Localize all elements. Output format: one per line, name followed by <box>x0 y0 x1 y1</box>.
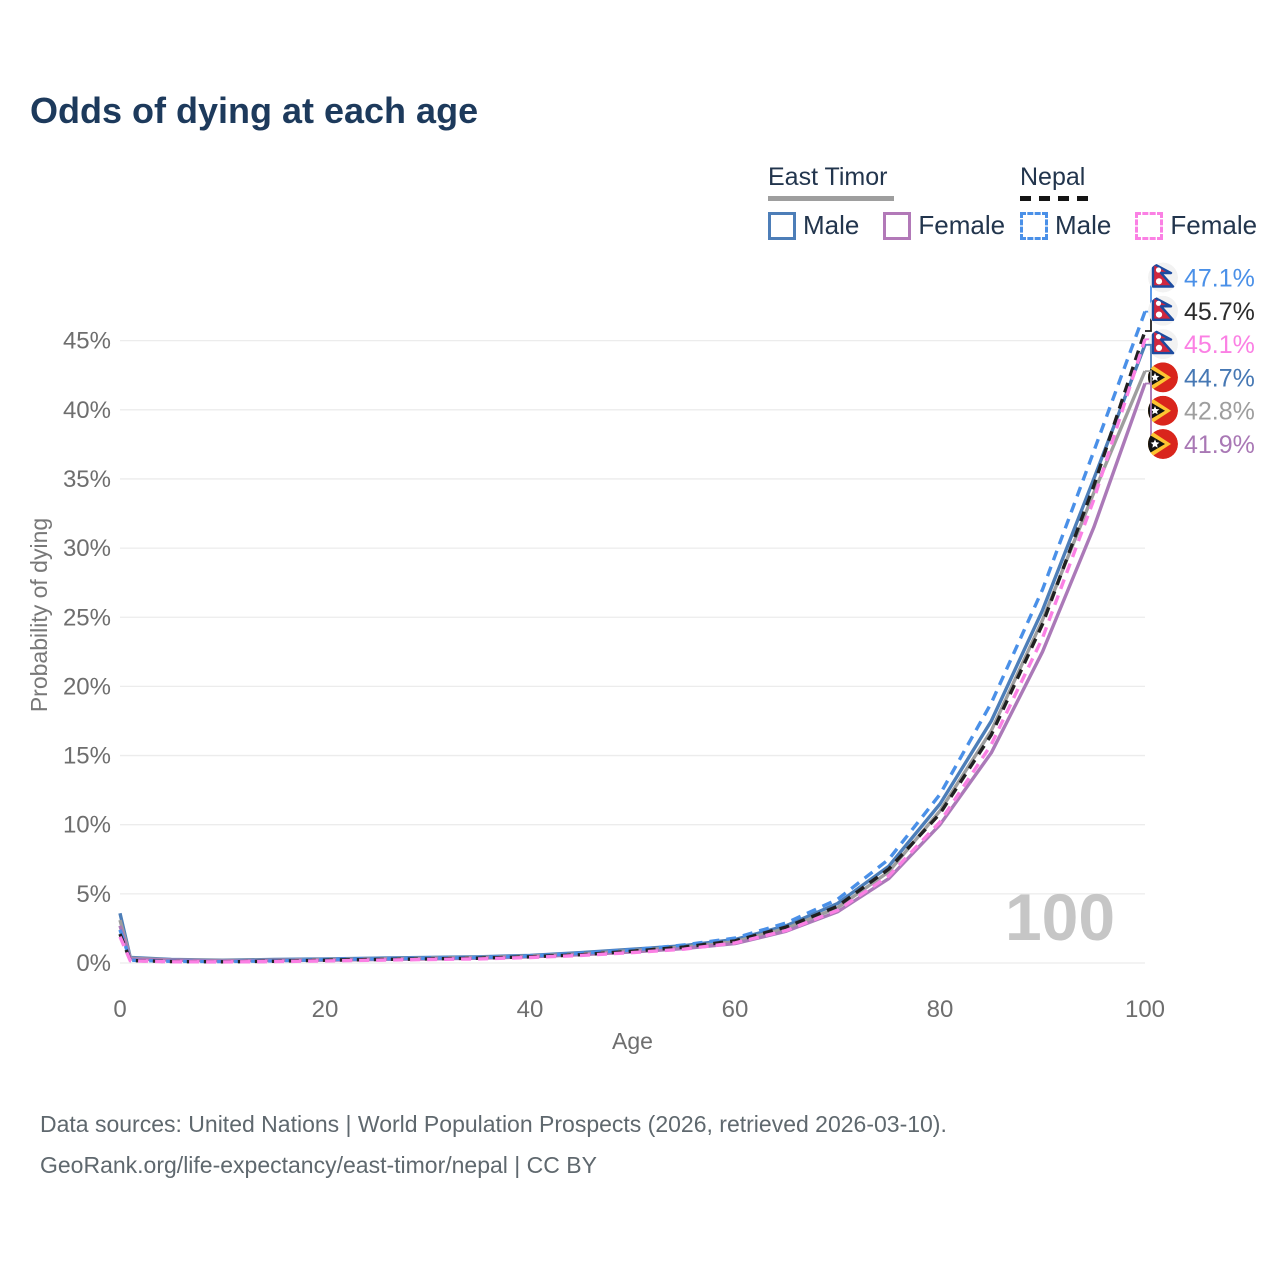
end-value-label-east-timor-male: 44.7% <box>1184 364 1255 392</box>
legend-heading-nepal: Nepal <box>1020 163 1086 191</box>
footer: Data sources: United Nations | World Pop… <box>40 1104 947 1186</box>
nepal-flag-icon <box>1148 329 1178 360</box>
end-value-label-east-timor-female: 41.9% <box>1184 431 1255 459</box>
nepal-sun <box>1155 344 1163 351</box>
legend-line-sample-solid <box>768 196 894 201</box>
legend-label: Female <box>918 210 1006 240</box>
end-value-label-east-timor-both: 42.8% <box>1184 398 1255 426</box>
white-star <box>1150 372 1160 382</box>
nepal-moon <box>1155 267 1162 273</box>
east-timor-flag-icon <box>1148 362 1178 393</box>
y-tick-label: 45% <box>63 328 111 355</box>
nepal-flag-icon <box>1148 295 1178 326</box>
legend-item-nepal-male[interactable]: Male <box>1020 210 1111 241</box>
legend-heading-east-timor: East Timor <box>768 163 888 191</box>
series-line-nepal-both[interactable] <box>118 330 1147 964</box>
data-sources-line: Data sources: United Nations | World Pop… <box>40 1111 947 1137</box>
y-tick-label: 25% <box>63 604 111 631</box>
y-tick-label: 40% <box>63 397 111 424</box>
series-line-east-timor-male[interactable] <box>118 344 1147 962</box>
checkbox-east-timor-female[interactable] <box>883 211 912 240</box>
x-tick-label: 100 <box>1125 996 1165 1023</box>
y-tick-label: 5% <box>76 881 111 908</box>
x-tick-label: 60 <box>722 996 749 1023</box>
series-line-east-timor-female[interactable] <box>118 382 1147 963</box>
line-chart: 0% 5% 10% 15% 20% 25% 30% 35% 40% 45% 0 20 40 60 80 100… <box>26 262 1255 1054</box>
x-axis-title: Age <box>612 1028 653 1054</box>
nepal-sun <box>1155 311 1163 318</box>
x-tick-label: 20 <box>312 996 339 1023</box>
nepal-flag-icon <box>1148 262 1178 293</box>
x-tick-label: 80 <box>927 996 954 1023</box>
east-timor-flag-icon <box>1148 395 1178 426</box>
legend-line-sample-dashed <box>1020 196 1094 201</box>
white-star <box>1150 406 1160 415</box>
x-tick-label: 40 <box>517 996 544 1023</box>
legend-item-nepal-female[interactable]: Female <box>1135 210 1257 241</box>
checkbox-nepal-female[interactable] <box>1135 211 1164 240</box>
y-tick-label: 35% <box>63 466 111 493</box>
watermark-age-100: 100 <box>1005 880 1115 954</box>
legend-label: Female <box>1170 210 1258 240</box>
y-tick-label: 0% <box>76 950 111 977</box>
attribution-line: GeoRank.org/life-expectancy/east-timor/n… <box>40 1152 597 1178</box>
legend-item-east-timor-male[interactable]: Male <box>768 210 859 241</box>
end-value-label-nepal-male: 47.1% <box>1184 265 1255 293</box>
legend-group-nepal: Nepal Male Female <box>1020 163 1257 241</box>
y-tick-label: 20% <box>63 673 111 700</box>
y-tick-label: 15% <box>63 743 111 770</box>
end-value-label-nepal-female: 45.1% <box>1184 331 1255 359</box>
series-line-nepal-female[interactable] <box>118 338 1147 964</box>
legend-label: Male <box>803 210 860 240</box>
chart-title: Odds of dying at each age <box>30 90 479 131</box>
checkbox-nepal-male[interactable] <box>1020 211 1048 240</box>
end-value-label-nepal-both: 45.7% <box>1184 298 1255 326</box>
legend-label: Male <box>1055 210 1112 240</box>
series-line-east-timor-both[interactable] <box>118 370 1147 963</box>
checkbox-east-timor-male[interactable] <box>768 211 796 240</box>
east-timor-flag-icon <box>1148 429 1178 459</box>
white-star <box>1150 439 1160 448</box>
legend-group-east-timor: East Timor Male Female <box>768 163 1005 241</box>
y-tick-label: 30% <box>63 535 111 562</box>
y-axis-title: Probability of dying <box>26 518 52 712</box>
y-tick-label: 10% <box>63 812 111 839</box>
x-tick-label: 0 <box>113 996 126 1023</box>
nepal-sun <box>1155 278 1163 285</box>
legend-item-east-timor-female[interactable]: Female <box>883 210 1005 241</box>
nepal-moon <box>1155 334 1162 340</box>
nepal-moon <box>1155 300 1162 306</box>
series-line-nepal-male[interactable] <box>118 311 1147 964</box>
